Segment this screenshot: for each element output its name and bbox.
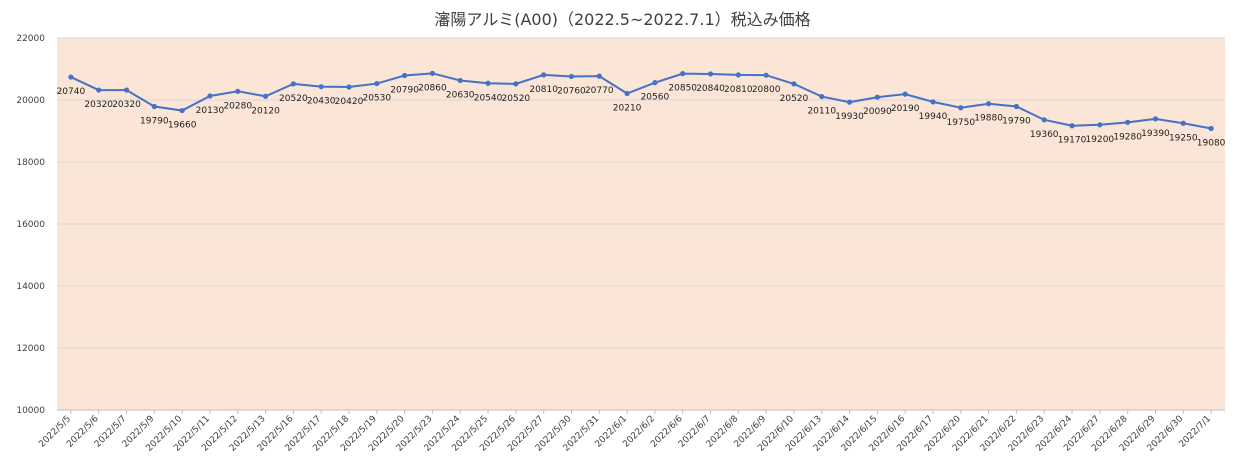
data-label: 20810 xyxy=(529,85,558,95)
data-point xyxy=(1097,122,1103,128)
data-label: 19360 xyxy=(1030,130,1059,140)
data-label: 20810 xyxy=(724,85,753,95)
data-label: 19790 xyxy=(140,117,169,127)
data-point xyxy=(402,72,408,79)
y-axis: 10000 12000 14000 16000 18000 20000 22000 xyxy=(16,34,45,416)
data-label: 19940 xyxy=(919,112,948,122)
data-point xyxy=(568,73,575,80)
data-point xyxy=(151,103,157,110)
chart-title: 瀋陽アルミ(A00)（2022.5~2022.7.1）税込み価格 xyxy=(434,10,811,29)
gridlines xyxy=(57,37,1225,411)
data-point xyxy=(624,90,630,97)
y-tick-label: 16000 xyxy=(16,220,45,230)
data-points xyxy=(68,70,1214,132)
data-point xyxy=(457,77,463,84)
data-label: 20770 xyxy=(585,86,614,96)
data-point xyxy=(290,81,296,87)
data-point xyxy=(513,81,519,87)
y-tick-label: 22000 xyxy=(16,34,45,44)
data-label: 20630 xyxy=(446,90,475,100)
data-point xyxy=(1125,119,1131,125)
data-point xyxy=(485,80,491,86)
data-point xyxy=(346,84,352,90)
data-point xyxy=(541,72,547,78)
data-label: 20540 xyxy=(474,93,503,103)
data-label: 20430 xyxy=(307,97,336,107)
data-point xyxy=(1152,116,1159,122)
x-axis: 2022/5/52022/5/62022/5/72022/5/92022/5/1… xyxy=(37,410,1213,454)
data-label: 20760 xyxy=(557,86,586,96)
data-point xyxy=(1180,120,1186,126)
series-line xyxy=(70,72,1212,130)
y-tick-label: 14000 xyxy=(16,282,45,292)
data-point xyxy=(96,87,102,93)
data-point xyxy=(596,73,602,79)
data-label: 20520 xyxy=(279,94,308,104)
data-point xyxy=(262,93,269,99)
data-point xyxy=(429,70,436,76)
data-point xyxy=(846,99,853,105)
data-label: 20740 xyxy=(57,87,86,97)
data-label: 20090 xyxy=(863,107,892,117)
data-label: 20190 xyxy=(891,104,920,114)
data-label: 20320 xyxy=(84,100,113,110)
data-label: 20560 xyxy=(641,93,670,103)
data-point xyxy=(179,107,185,114)
data-point xyxy=(652,80,658,86)
data-label: 19660 xyxy=(168,121,197,131)
data-label: 20320 xyxy=(112,100,141,110)
y-tick-label: 10000 xyxy=(16,406,45,416)
data-label: 19250 xyxy=(1169,133,1198,143)
data-label: 19280 xyxy=(1113,132,1142,142)
data-point xyxy=(123,87,130,93)
data-label: 19200 xyxy=(1086,135,1115,145)
data-point xyxy=(207,93,213,99)
data-point xyxy=(930,99,936,105)
data-label: 20840 xyxy=(696,84,725,94)
y-tick-label: 12000 xyxy=(16,344,45,354)
data-point xyxy=(819,93,825,100)
data-label: 19790 xyxy=(1002,117,1031,127)
data-label: 19080 xyxy=(1197,139,1226,149)
data-label: 19880 xyxy=(974,114,1003,124)
data-label: 20210 xyxy=(613,103,642,113)
data-label: 20120 xyxy=(251,106,280,116)
data-point xyxy=(791,81,797,87)
data-label: 20520 xyxy=(780,94,809,104)
data-label: 20800 xyxy=(752,85,781,95)
data-point xyxy=(374,80,380,87)
data-point xyxy=(1069,123,1075,129)
data-label: 19930 xyxy=(835,112,864,122)
data-point xyxy=(1041,117,1047,123)
data-point xyxy=(318,84,324,90)
data-label: 19390 xyxy=(1141,129,1170,139)
data-point xyxy=(707,71,714,77)
data-point xyxy=(874,94,880,100)
data-point xyxy=(763,72,769,78)
data-label: 19170 xyxy=(1058,136,1087,146)
data-point xyxy=(680,71,686,77)
data-point xyxy=(986,101,992,107)
data-label: 20860 xyxy=(418,83,447,93)
data-point xyxy=(1013,103,1020,110)
data-point xyxy=(902,91,908,97)
y-tick-label: 20000 xyxy=(16,96,45,106)
data-point xyxy=(235,88,241,94)
data-point xyxy=(1208,125,1214,132)
data-label: 19750 xyxy=(946,118,975,128)
data-label: 20790 xyxy=(390,86,419,96)
y-tick-label: 18000 xyxy=(16,158,45,168)
data-label: 20420 xyxy=(335,97,364,107)
data-label: 20520 xyxy=(502,94,531,104)
data-label: 20850 xyxy=(668,84,697,94)
data-point xyxy=(958,105,964,111)
data-point xyxy=(735,72,741,78)
data-point xyxy=(68,74,74,80)
data-label: 20530 xyxy=(362,94,391,104)
data-label: 20280 xyxy=(223,101,252,111)
data-label: 20130 xyxy=(196,106,225,116)
data-label: 20110 xyxy=(807,107,836,117)
